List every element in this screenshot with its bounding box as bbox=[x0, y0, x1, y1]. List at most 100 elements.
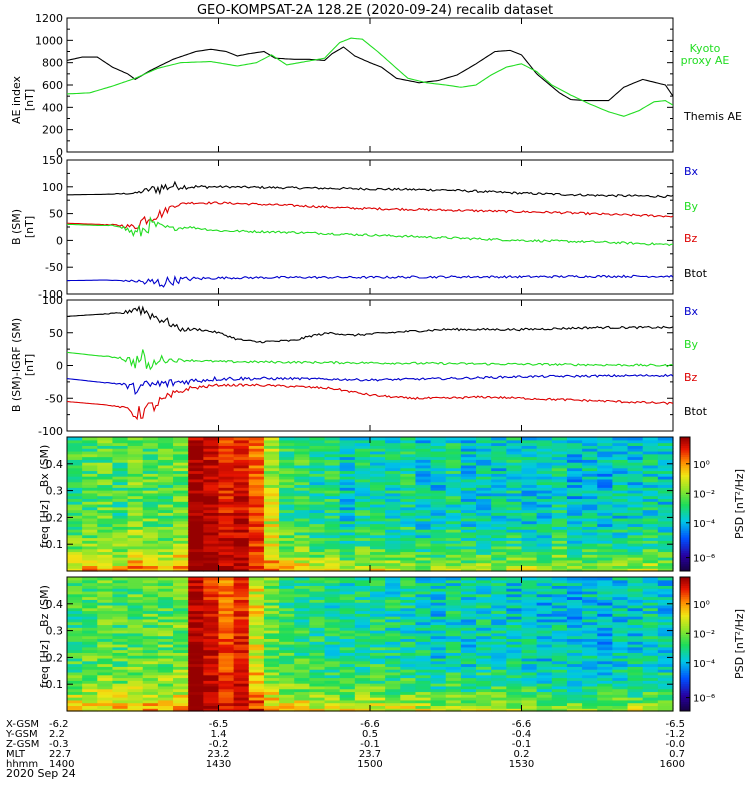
spectrogram-cell bbox=[491, 669, 507, 673]
spectrogram-cell bbox=[445, 593, 462, 598]
spectrogram-cell bbox=[582, 439, 598, 444]
spectrogram-cell bbox=[536, 448, 553, 452]
spectrogram-cell bbox=[400, 663, 417, 667]
spectrogram-cell bbox=[263, 579, 280, 584]
spectrogram-cell bbox=[460, 702, 477, 707]
spectrogram-cell bbox=[97, 702, 114, 707]
spectrogram-cell bbox=[354, 641, 371, 645]
spectrogram-cell bbox=[415, 504, 432, 508]
spectrogram-cell bbox=[82, 473, 98, 477]
spectrogram-cell bbox=[385, 540, 401, 544]
spectrogram-cell bbox=[67, 613, 83, 617]
spectrogram-cell bbox=[248, 473, 265, 477]
spectrogram-cell bbox=[506, 515, 523, 519]
spectrogram-cell bbox=[324, 588, 341, 592]
legend-btot: Btot bbox=[684, 267, 708, 280]
spectrogram-cell bbox=[612, 688, 629, 693]
spectrogram-cell bbox=[309, 616, 326, 620]
spectrogram-cell bbox=[218, 456, 235, 460]
spectrogram-cell bbox=[188, 517, 204, 522]
spectrogram-cell bbox=[97, 607, 114, 612]
spectrogram-cell bbox=[536, 478, 553, 483]
spectrogram-cell bbox=[582, 585, 598, 589]
spectrogram-cell bbox=[551, 548, 568, 553]
spectrogram-cell bbox=[476, 702, 492, 707]
spectrogram-cell bbox=[112, 548, 129, 553]
spectrogram-cell bbox=[551, 476, 568, 480]
spectrogram-cell bbox=[597, 445, 613, 449]
spectrogram-cell bbox=[612, 616, 629, 620]
spectrogram-cell bbox=[127, 582, 144, 586]
spectrogram-cell bbox=[415, 568, 432, 572]
spectrogram-cell bbox=[203, 512, 220, 516]
spectrogram-cell bbox=[97, 680, 114, 684]
spectrogram-cell bbox=[142, 680, 159, 684]
spectrogram-cell bbox=[476, 579, 492, 584]
spectrogram-cell bbox=[279, 464, 295, 469]
colorbar-step bbox=[680, 546, 690, 550]
spectrogram-cell bbox=[233, 688, 250, 693]
spectrogram-cell bbox=[370, 517, 386, 522]
series-line-black bbox=[67, 305, 673, 344]
spectrogram-cell bbox=[324, 630, 341, 634]
spectrogram-cell bbox=[627, 554, 644, 558]
spectrogram-cell bbox=[597, 484, 613, 488]
spectrogram-cell bbox=[248, 537, 265, 541]
spectrogram-cell bbox=[582, 697, 598, 701]
spectrogram-cell bbox=[385, 699, 401, 704]
spectrogram-cell bbox=[354, 691, 371, 695]
spectrogram-cell bbox=[370, 613, 386, 617]
colorbar-step bbox=[680, 699, 690, 703]
spectrogram-cell bbox=[233, 649, 250, 653]
spectrogram-cell bbox=[370, 498, 386, 502]
spectrogram-cell bbox=[400, 548, 417, 553]
spectrogram-cell bbox=[97, 577, 114, 581]
spectrogram-cell bbox=[566, 683, 583, 687]
spectrogram-cell bbox=[188, 680, 204, 684]
spectrogram-cell bbox=[263, 655, 280, 659]
colorbar-step bbox=[680, 468, 690, 471]
spectrogram-cell bbox=[521, 545, 538, 550]
spectrogram-cell bbox=[339, 462, 356, 466]
spectrogram-cell bbox=[248, 632, 265, 637]
spectrogram-cell bbox=[97, 557, 114, 561]
spectrogram-cell bbox=[612, 492, 629, 497]
spectrogram-cell bbox=[294, 579, 310, 584]
spectrogram-cell bbox=[597, 526, 613, 530]
spectrogram-cell bbox=[263, 459, 280, 463]
spectrogram-cell bbox=[642, 464, 659, 469]
spectrogram-cell bbox=[248, 618, 265, 623]
spectrogram-cell bbox=[233, 655, 250, 659]
spectrogram-cell bbox=[445, 613, 462, 617]
spectrogram-cell bbox=[263, 492, 280, 497]
spectrogram-cell bbox=[173, 613, 189, 617]
spectrogram-cell bbox=[279, 688, 295, 693]
spectrogram-cell bbox=[218, 677, 235, 681]
spectrogram-cell bbox=[460, 484, 477, 488]
spectrogram-cell bbox=[445, 599, 462, 603]
spectrogram-cell bbox=[279, 504, 295, 508]
spectrogram-cell bbox=[566, 484, 583, 488]
spectrogram-cell bbox=[97, 529, 114, 533]
spectrogram-cell bbox=[491, 621, 507, 626]
spectrogram-cell bbox=[97, 506, 114, 511]
spectrogram-cell bbox=[445, 688, 462, 693]
spectrogram-cell bbox=[309, 691, 326, 695]
spectrogram-cell bbox=[627, 467, 644, 472]
spectrogram-cell bbox=[82, 462, 98, 466]
spectrogram-cell bbox=[263, 624, 280, 628]
spectrogram-cell bbox=[157, 655, 174, 659]
spectrogram-cell bbox=[642, 526, 659, 530]
spectrogram-cell bbox=[157, 588, 174, 592]
spectrogram-cell bbox=[627, 677, 644, 681]
spectrogram-cell bbox=[642, 467, 659, 472]
colorbar-step bbox=[680, 675, 690, 678]
spectrogram-cell bbox=[597, 590, 613, 595]
spectrogram-cell bbox=[521, 624, 538, 628]
spectrogram-cell bbox=[173, 464, 189, 469]
spectrogram-cell bbox=[642, 610, 659, 614]
spectrogram-cell bbox=[476, 512, 492, 516]
spectrogram-cell bbox=[309, 448, 326, 452]
spectrogram-cell bbox=[67, 677, 83, 681]
spectrogram-cell bbox=[82, 487, 98, 491]
